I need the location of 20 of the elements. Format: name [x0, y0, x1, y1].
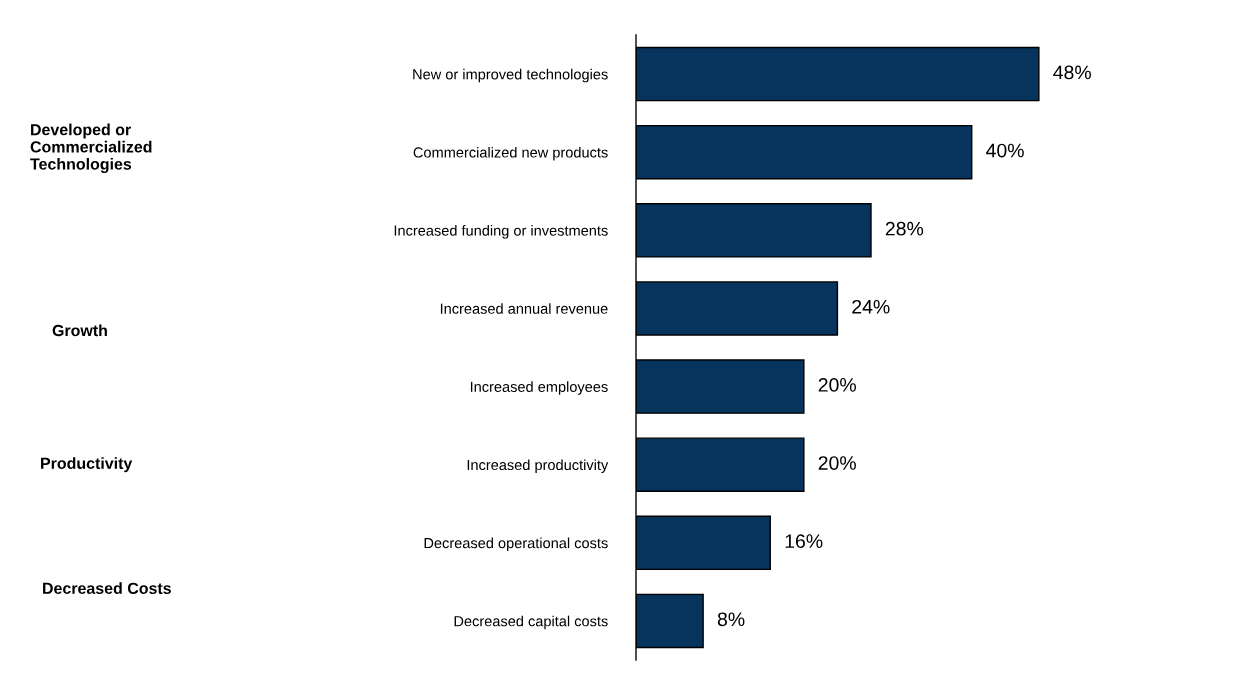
data-label: 40%: [986, 143, 1024, 158]
text: Developed or Commercialized Technologies: [30, 123, 152, 173]
text: Growth: [52, 324, 107, 337]
data-label: 8%: [717, 612, 745, 627]
text: Productivity: [41, 457, 133, 473]
data-label: 20%: [818, 378, 856, 392]
data-label: 28%: [885, 221, 924, 236]
data-label: 48%: [1053, 65, 1091, 80]
y-tick-label: Decreased capital costs: [454, 615, 608, 630]
text: Decreased Costs: [43, 582, 171, 594]
y-tick-label: Increased annual revenue: [440, 303, 608, 314]
data-label: 24%: [852, 299, 890, 314]
y-tick-label: Increased employees: [470, 381, 608, 395]
y-tick-label: Decreased operational costs: [424, 537, 608, 552]
y-tick-label: Increased funding or investments: [394, 225, 608, 239]
data-label: 20%: [818, 456, 856, 470]
y-tick-label: Increased productivity: [467, 459, 609, 473]
y-tick-label: Commercialized new products: [413, 146, 608, 161]
y-tick-label: New or improved technologies: [413, 68, 608, 83]
data-label: 16%: [785, 534, 823, 549]
